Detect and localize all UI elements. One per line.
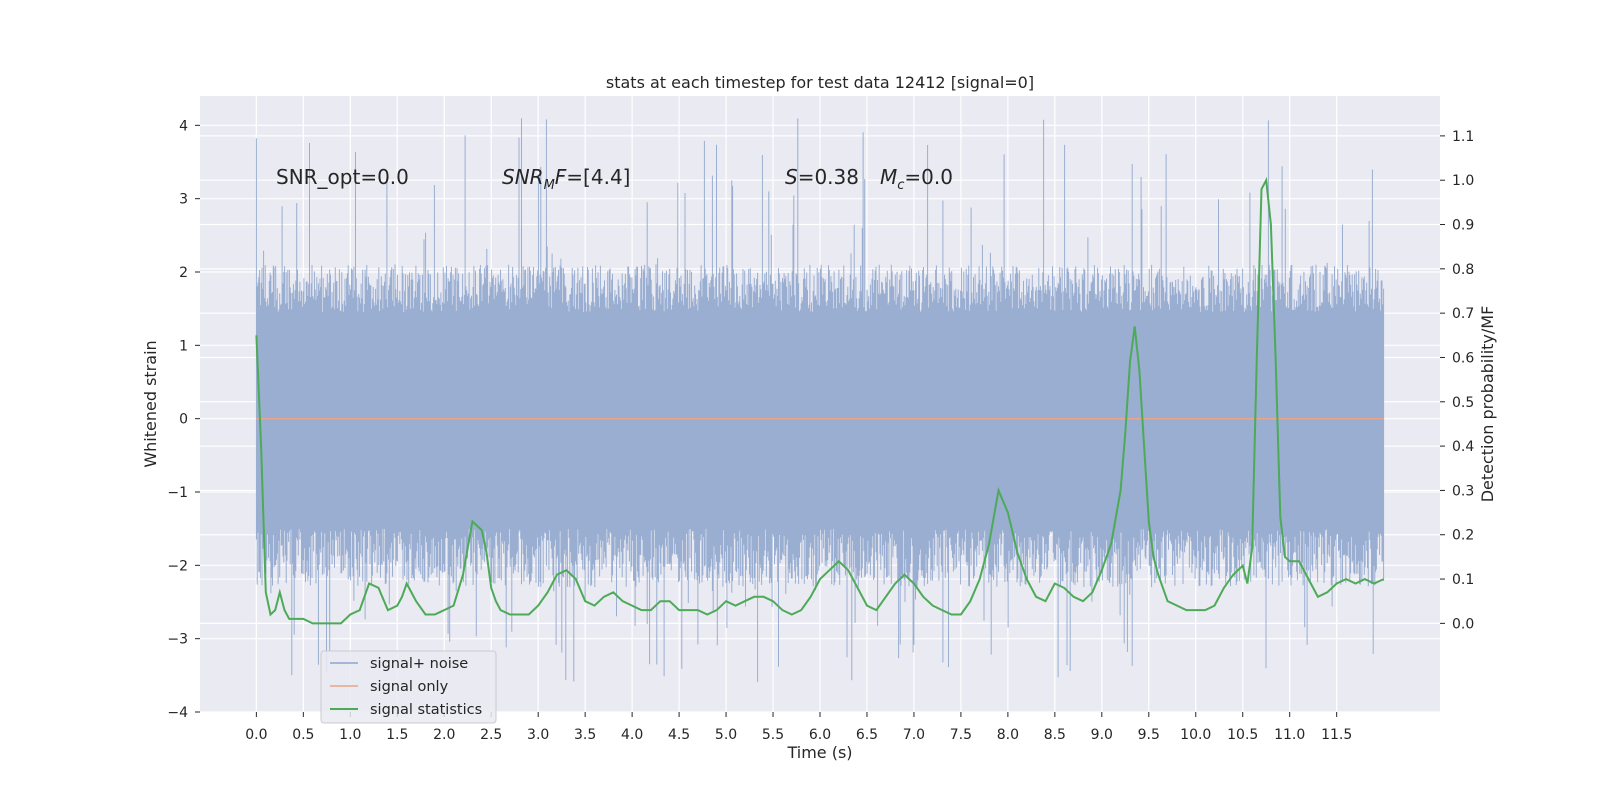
y-right-tick-label: 0.7 — [1452, 306, 1474, 322]
s-base: S — [785, 165, 798, 189]
legend: signal+ noise signal only signal statist… — [320, 650, 497, 724]
y-tick-label: 3 — [179, 192, 188, 208]
snr-mf-base: SNR — [502, 165, 544, 189]
x-tick-label: 4.5 — [668, 727, 690, 743]
y-right-tick-label: 0.0 — [1452, 616, 1474, 632]
x-tick-label: 8.0 — [997, 727, 1019, 743]
y-tick-label: 4 — [179, 118, 188, 134]
x-tick-label: 10.5 — [1227, 727, 1258, 743]
signal-statistics-series — [255, 176, 1385, 625]
y-axis-label-right: Detection probability/MF — [1478, 306, 1497, 503]
x-tick-label: 6.0 — [809, 727, 831, 743]
y-right-tick-label: 0.9 — [1452, 218, 1474, 234]
x-tick-label: 1.5 — [386, 727, 408, 743]
snr-mf-annotation: SNRMF=[4.4] — [502, 165, 630, 193]
y-tick-label: 2 — [179, 265, 188, 281]
y-right-tick-label: 1.0 — [1452, 173, 1474, 189]
x-tick-label: 3.0 — [527, 727, 549, 743]
s-annotation: S=0.38 — [785, 165, 859, 189]
y-right-tick-label: 0.4 — [1452, 439, 1474, 455]
y-right-tick-label: 0.8 — [1452, 262, 1474, 278]
x-tick-label: 5.5 — [762, 727, 784, 743]
legend-label-signal-only: signal only — [370, 679, 449, 695]
legend-label-statistics: signal statistics — [370, 702, 482, 718]
x-tick-label: 6.5 — [856, 727, 878, 743]
legend-label-noise: signal+ noise — [370, 656, 468, 672]
y-tick-label: 1 — [179, 338, 188, 354]
x-tick-label: 7.0 — [903, 727, 925, 743]
y-right-tick-label: 0.2 — [1452, 528, 1474, 544]
x-tick-label: 1.0 — [339, 727, 361, 743]
x-tick-label: 9.0 — [1091, 727, 1113, 743]
y-tick-label: −4 — [167, 705, 188, 721]
x-tick-label: 3.5 — [574, 727, 596, 743]
chart-title: stats at each timestep for test data 124… — [606, 73, 1034, 92]
mc-subscript: c — [897, 178, 904, 193]
x-tick-label: 9.5 — [1138, 727, 1160, 743]
snr-mf-subscript: M — [544, 178, 555, 193]
y-right-tick-label: 0.3 — [1452, 483, 1474, 499]
axis-ticks: 0.0 0.5 1.0 1.5 2.0 2.5 3.0 3.5 4.0 4.5 5.0 5.5 6.0 6… — [167, 118, 1474, 743]
snr-mf-value: =[4.4] — [566, 165, 630, 189]
y-tick-label: −3 — [167, 632, 188, 648]
s-value: =0.38 — [798, 165, 859, 189]
x-tick-label: 2.0 — [433, 727, 455, 743]
mc-value: =0.0 — [904, 165, 953, 189]
y-axis-label: Whitened strain — [141, 340, 160, 467]
signal-plus-noise-series — [255, 118, 1385, 682]
snr-mf-rest-italic: F — [555, 165, 567, 189]
x-tick-label: 5.0 — [715, 727, 737, 743]
x-tick-label: 7.5 — [950, 727, 972, 743]
y-right-tick-label: 0.6 — [1452, 350, 1474, 366]
mc-base: M — [880, 165, 897, 189]
legend-box — [320, 650, 497, 724]
x-tick-label: 4.0 — [621, 727, 643, 743]
snr-opt-annotation: SNR_opt=0.0 — [276, 165, 409, 189]
y-right-tick-label: 1.1 — [1452, 129, 1474, 145]
x-tick-label: 10.0 — [1180, 727, 1211, 743]
y-right-tick-label: 0.5 — [1452, 395, 1474, 411]
y-tick-label: −2 — [167, 558, 188, 574]
x-tick-label: 2.5 — [480, 727, 502, 743]
x-tick-label: 0.0 — [245, 727, 267, 743]
x-tick-label: 0.5 — [292, 727, 314, 743]
y-tick-label: −1 — [167, 485, 188, 501]
y-tick-label: 0 — [179, 412, 188, 428]
y-right-tick-label: 0.1 — [1452, 572, 1474, 588]
x-axis-label: Time (s) — [786, 743, 852, 762]
x-tick-label: 8.5 — [1044, 727, 1066, 743]
x-tick-label: 11.0 — [1274, 727, 1305, 743]
mc-annotation: Mc=0.0 — [880, 165, 953, 193]
x-tick-label: 11.5 — [1321, 727, 1352, 743]
